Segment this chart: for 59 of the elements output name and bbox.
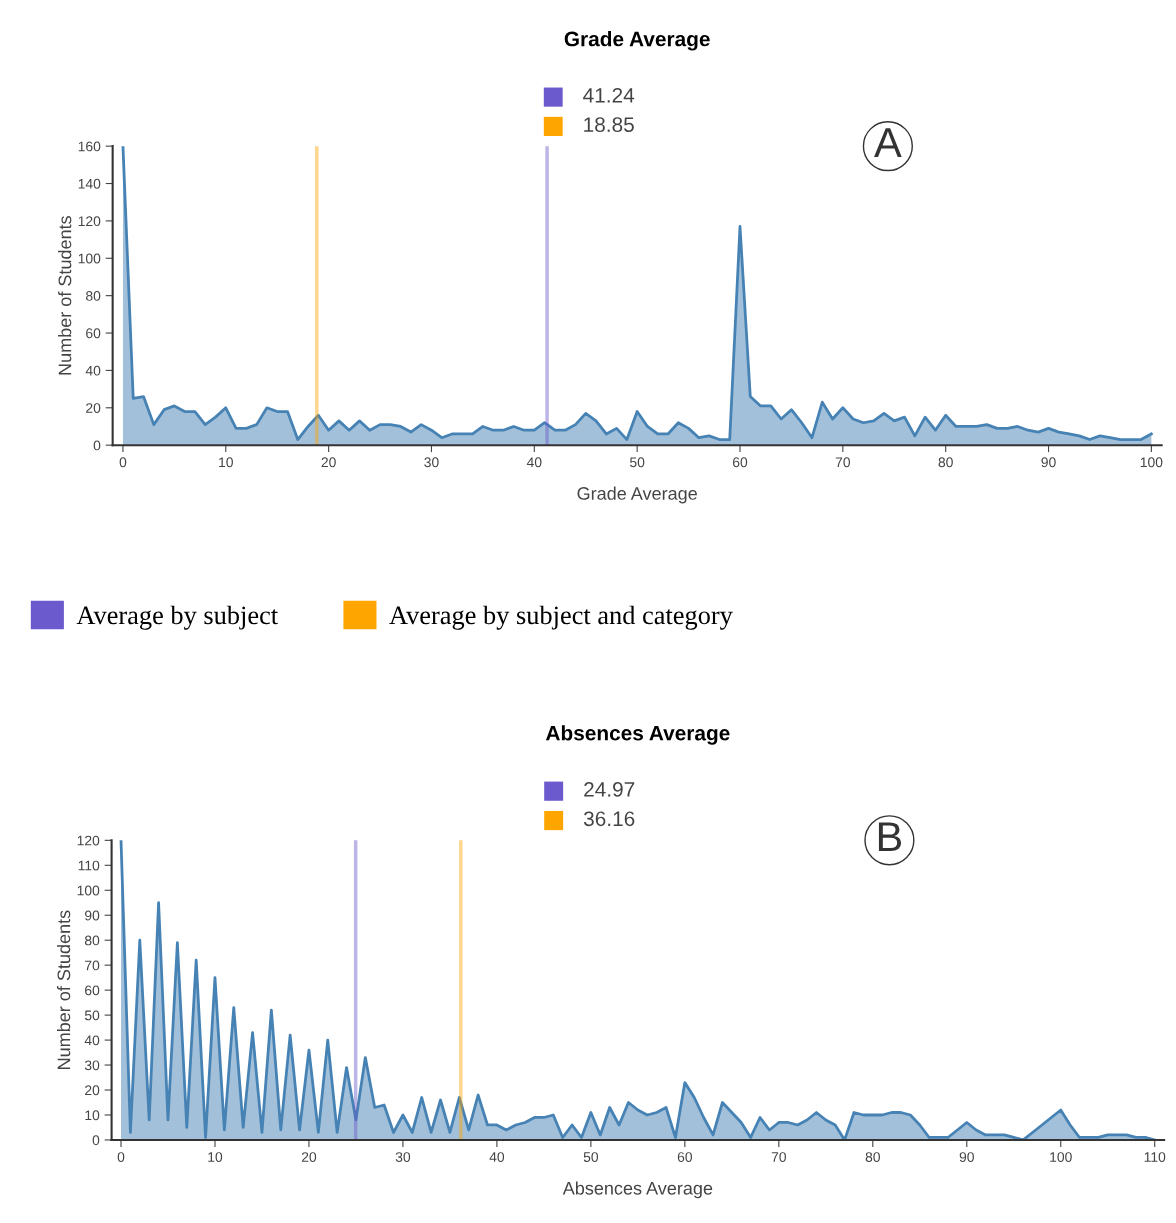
x-tick-label: 50 bbox=[583, 1152, 599, 1162]
x-axis-title: Grade Average bbox=[577, 486, 697, 504]
y-tick-label: 30 bbox=[84, 1060, 100, 1071]
y-tick-label: 60 bbox=[86, 328, 101, 339]
x-tick-label: 40 bbox=[526, 457, 542, 468]
y-tick-label: 40 bbox=[84, 1035, 100, 1046]
y-tick-label: 20 bbox=[86, 403, 101, 413]
y-tick-label: 0 bbox=[93, 440, 101, 451]
x-tick-label: 80 bbox=[865, 1152, 880, 1162]
x-tick-label: 40 bbox=[489, 1152, 505, 1162]
x-tick-label: 20 bbox=[301, 1152, 317, 1162]
y-tick-label: 110 bbox=[78, 860, 100, 871]
y-tick-label: 70 bbox=[85, 960, 100, 971]
x-tick-label: 60 bbox=[677, 1152, 693, 1162]
y-tick-label: 80 bbox=[84, 935, 100, 946]
x-tick-label: 20 bbox=[321, 457, 336, 468]
y-tick-label: 50 bbox=[84, 1010, 100, 1021]
y-tick-label: 160 bbox=[78, 141, 101, 152]
annotation: A bbox=[874, 128, 902, 157]
x-tick-label: 90 bbox=[1041, 457, 1056, 468]
y-tick-label: 100 bbox=[77, 885, 100, 896]
x-tick-label: 30 bbox=[424, 457, 439, 468]
x-tick-label: 70 bbox=[835, 457, 851, 468]
y-tick-label: 60 bbox=[85, 985, 100, 996]
x-axis-title: Absences Average bbox=[562, 1181, 713, 1199]
legend-label: Average by subject and category bbox=[389, 605, 733, 630]
y-tick-label: 80 bbox=[86, 290, 101, 301]
x-tick-label: 10 bbox=[219, 457, 233, 468]
x-tick-label: 10 bbox=[208, 1152, 223, 1162]
y-tick-label: 120 bbox=[78, 216, 101, 227]
chart-title: Grade Average bbox=[564, 31, 710, 51]
annotation: B bbox=[878, 822, 902, 852]
x-tick-label: 30 bbox=[395, 1152, 411, 1162]
y-tick-label: 90 bbox=[85, 910, 100, 921]
x-tick-label: 110 bbox=[1144, 1152, 1166, 1162]
x-tick-label: 50 bbox=[629, 457, 645, 468]
chart-title: Absences Average bbox=[545, 725, 730, 745]
legend-label: Average by subject bbox=[76, 605, 278, 630]
x-tick-label: 70 bbox=[771, 1152, 787, 1162]
text: 24.97 bbox=[584, 782, 635, 797]
text: 36.16 bbox=[583, 811, 635, 827]
x-tick-label: 60 bbox=[732, 457, 748, 468]
x-tick-label: 90 bbox=[959, 1152, 974, 1162]
x-tick-label: 0 bbox=[117, 1152, 125, 1162]
text: 41.24 bbox=[583, 87, 635, 103]
y-tick-label: 10 bbox=[85, 1110, 100, 1121]
text: 18.85 bbox=[584, 117, 634, 133]
y-tick-label: 140 bbox=[78, 178, 101, 189]
y-tick-label: 20 bbox=[85, 1085, 100, 1096]
y-axis-title: Number of Students bbox=[58, 216, 72, 375]
y-tick-label: 120 bbox=[77, 835, 100, 846]
y-tick-label: 40 bbox=[85, 365, 101, 376]
x-tick-label: 100 bbox=[1140, 457, 1163, 468]
x-tick-label: 100 bbox=[1050, 1152, 1072, 1162]
y-tick-label: 0 bbox=[92, 1135, 100, 1146]
y-tick-label: 100 bbox=[78, 253, 101, 264]
x-tick-label: 80 bbox=[938, 457, 953, 468]
y-axis-title: Number of Students bbox=[57, 910, 71, 1069]
x-tick-label: 0 bbox=[119, 457, 127, 468]
